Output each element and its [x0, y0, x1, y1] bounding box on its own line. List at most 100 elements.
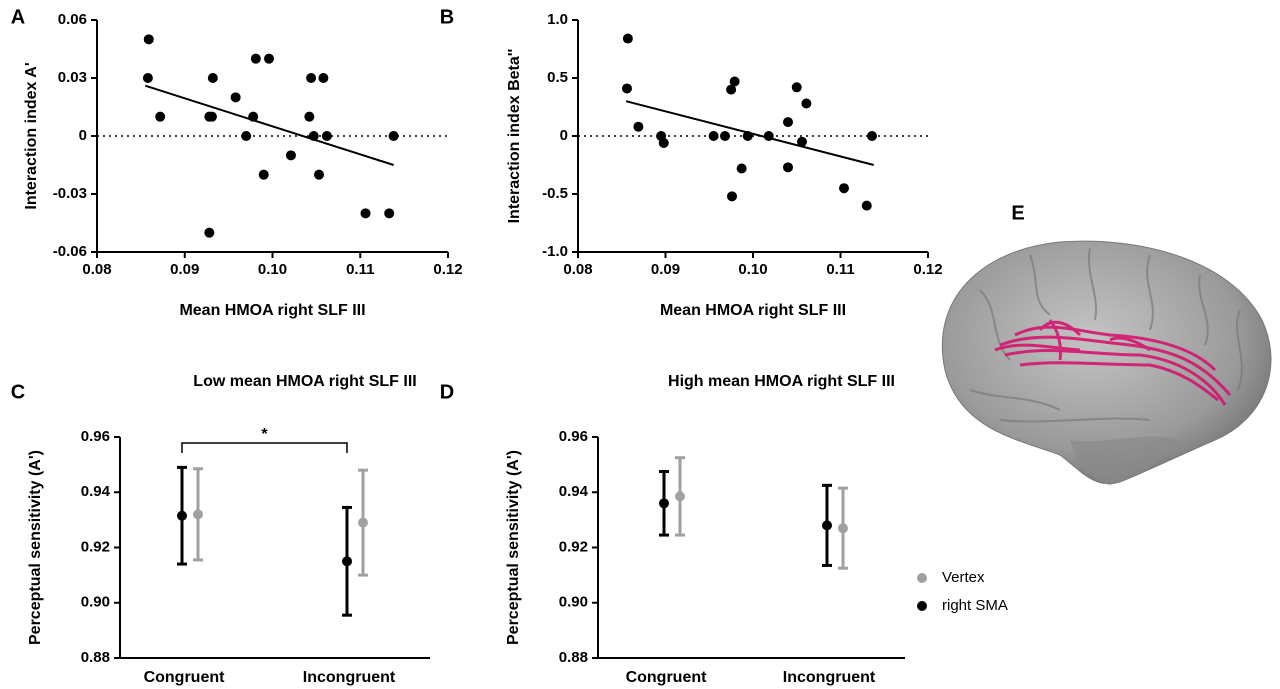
x-tick-label: 0.08: [82, 261, 111, 278]
y-tick-label: 0.92: [81, 538, 110, 555]
point: [263, 53, 274, 64]
point: [142, 73, 153, 83]
point: [360, 208, 371, 219]
chart-title: Low mean HMOA right SLF III: [193, 373, 416, 390]
point: [241, 131, 252, 141]
y-tick-label: 0: [560, 127, 568, 144]
point: [622, 83, 632, 94]
x-tick-label: 0.12: [913, 261, 942, 278]
y-tick-label: 0.03: [58, 69, 87, 86]
x-tick-label: Incongruent: [783, 669, 876, 686]
x-tick-label: Congruent: [626, 669, 708, 686]
point: [797, 136, 807, 147]
y-tick-label: 0.92: [559, 538, 588, 555]
x-tick-label: 0.12: [433, 261, 462, 278]
point: [801, 98, 812, 109]
y-tick-label: 1.0: [547, 11, 568, 28]
point: [783, 162, 793, 173]
x-axis-label: Mean HMOA right SLF III: [179, 302, 365, 319]
panel-label: D: [440, 381, 454, 403]
point: [304, 111, 315, 122]
y-tick-label: 0.96: [559, 428, 588, 445]
x-tick-label: 0.11: [826, 261, 854, 278]
point: [783, 117, 793, 128]
point: [258, 169, 269, 180]
point: [791, 82, 802, 93]
x-tick-label: 0.09: [651, 261, 680, 278]
y-tick-label: 0: [79, 127, 87, 144]
legend-marker: [917, 573, 927, 583]
mean-point: [193, 509, 203, 520]
y-tick-label: -1.0: [542, 243, 568, 260]
brain-image: [941, 240, 1272, 485]
mean-point: [177, 510, 187, 521]
point: [230, 92, 241, 103]
point: [314, 169, 325, 180]
significance-bracket: [181, 442, 348, 453]
point: [708, 131, 719, 141]
point: [308, 131, 319, 141]
y-axis-label: Interaction index Beta'': [506, 49, 523, 224]
y-tick-label: -0.06: [53, 243, 87, 260]
y-axis-label: Perceptual sensitivity (A'): [27, 450, 44, 645]
point: [763, 131, 774, 141]
point: [861, 200, 872, 211]
y-tick-label: 0.06: [58, 11, 87, 28]
point: [285, 150, 296, 161]
y-tick-label: 0.90: [559, 594, 588, 611]
x-tick-label: 0.09: [170, 261, 199, 278]
point: [143, 34, 154, 45]
y-axis-label: Interaction index A': [23, 62, 40, 209]
point: [633, 121, 644, 132]
point: [204, 227, 215, 238]
x-tick-label: Congruent: [144, 669, 226, 686]
x-axis-label: Mean HMOA right SLF III: [660, 302, 846, 319]
mean-point: [659, 498, 669, 509]
point: [727, 191, 737, 202]
y-axis-label: Perceptual sensitivity (A'): [505, 450, 522, 645]
panel-label: C: [11, 381, 25, 403]
trend-line: [144, 84, 394, 166]
point: [206, 111, 217, 122]
point: [248, 111, 259, 122]
x-tick-label: Incongruent: [303, 669, 396, 686]
x-tick-label: 0.08: [563, 261, 592, 278]
legend-marker: [917, 601, 927, 611]
point: [318, 73, 329, 83]
y-tick-label: -0.03: [53, 185, 87, 202]
y-tick-label: 0.88: [81, 649, 110, 666]
legend-label: Vertex: [942, 569, 985, 586]
y-tick-label: 0.94: [559, 483, 589, 500]
point: [839, 183, 849, 194]
y-tick-label: -0.5: [542, 185, 568, 202]
mean-point: [675, 491, 685, 502]
x-tick-label: 0.10: [258, 261, 287, 278]
x-tick-label: 0.10: [738, 261, 767, 278]
mean-point: [822, 520, 832, 531]
mean-point: [342, 556, 352, 567]
significance-label: *: [261, 426, 268, 443]
point: [250, 53, 261, 64]
point: [388, 131, 399, 141]
y-tick-label: 0.5: [547, 69, 568, 86]
mean-point: [358, 517, 368, 528]
y-tick-label: 0.90: [81, 594, 110, 611]
y-tick-label: 0.96: [81, 428, 110, 445]
point: [658, 137, 669, 148]
point: [729, 76, 740, 87]
point: [726, 84, 737, 95]
point: [321, 131, 332, 141]
point: [155, 111, 166, 122]
point: [867, 131, 877, 141]
y-tick-label: 0.88: [559, 649, 588, 666]
y-tick-label: 0.94: [81, 483, 111, 500]
mean-point: [838, 523, 848, 534]
point: [742, 131, 753, 141]
legend-label: right SMA: [942, 597, 1008, 614]
x-tick-label: 0.11: [346, 261, 374, 278]
point: [384, 208, 395, 219]
point: [207, 73, 218, 83]
panel-label: E: [1011, 202, 1024, 224]
point: [720, 131, 730, 141]
